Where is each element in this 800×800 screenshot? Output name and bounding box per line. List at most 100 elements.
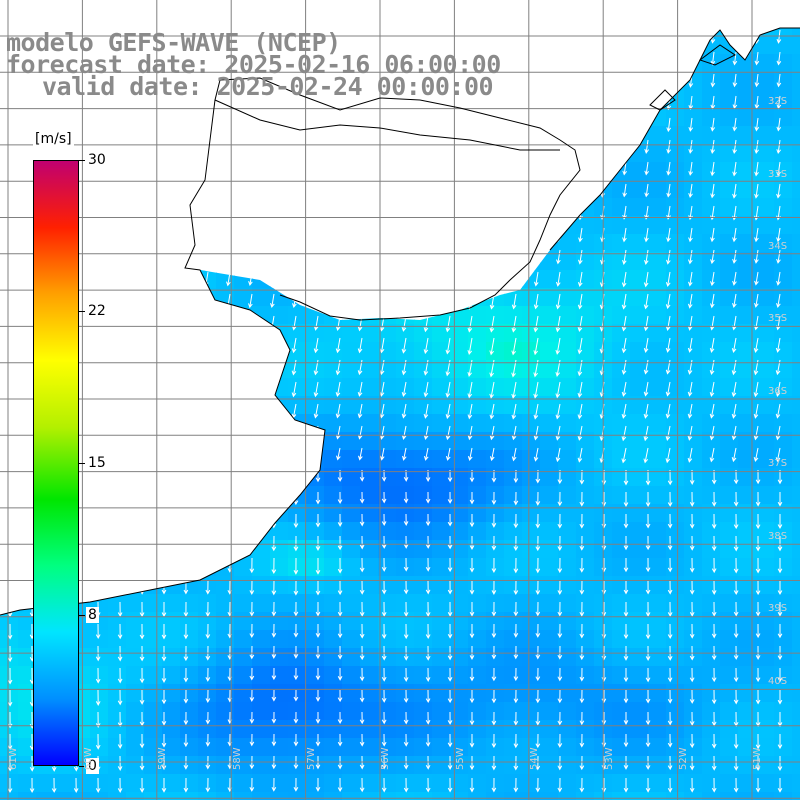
wind-arrow <box>357 337 363 354</box>
wind-arrow <box>183 623 189 640</box>
speed-cell <box>360 792 379 800</box>
speed-cell <box>306 684 325 703</box>
speed-cell <box>540 324 559 343</box>
speed-cell <box>720 306 739 325</box>
speed-cell <box>414 342 433 361</box>
speed-cell <box>702 198 721 217</box>
wind-arrow <box>491 557 497 574</box>
wind-arrow <box>511 403 517 420</box>
speed-cell <box>162 720 181 739</box>
wind-arrow <box>491 579 497 595</box>
wind-arrow <box>665 403 671 419</box>
speed-cell <box>774 72 793 91</box>
speed-cell <box>342 756 361 775</box>
speed-cell <box>666 684 685 703</box>
speed-cell <box>612 288 631 307</box>
speed-cell <box>792 576 800 595</box>
wind-arrow <box>315 734 321 747</box>
speed-cell <box>522 504 541 523</box>
speed-cell <box>468 342 487 361</box>
wind-arrow <box>511 447 517 462</box>
speed-cell <box>324 702 343 721</box>
speed-cell <box>36 774 55 793</box>
speed-cell <box>792 468 800 487</box>
wind-arrow <box>623 470 629 486</box>
speed-cell <box>216 792 235 800</box>
speed-cell <box>0 648 19 667</box>
wind-arrow <box>623 778 629 793</box>
speed-cell <box>774 252 793 271</box>
speed-cell <box>504 684 523 703</box>
speed-cell <box>360 450 379 469</box>
speed-cell <box>414 504 433 523</box>
wind-arrow <box>775 337 781 353</box>
speed-cell <box>324 450 343 469</box>
speed-cell <box>18 774 37 793</box>
wind-arrow <box>711 601 717 617</box>
speed-cell <box>666 432 685 451</box>
speed-cell <box>684 558 703 577</box>
speed-cell <box>360 720 379 739</box>
wind-arrow <box>688 249 693 265</box>
speed-cell <box>432 450 451 469</box>
wind-arrow <box>359 535 365 550</box>
wind-arrow <box>293 623 299 638</box>
speed-cell <box>306 324 325 343</box>
speed-cell <box>486 450 505 469</box>
speed-cell <box>702 72 721 91</box>
speed-cell <box>108 738 127 757</box>
wind-arrow <box>337 667 343 681</box>
speed-cell <box>702 540 721 559</box>
speed-cell <box>702 288 721 307</box>
wind-arrow <box>667 601 673 617</box>
wind-arrow <box>643 293 649 310</box>
speed-cell <box>630 414 649 433</box>
wind-arrow <box>755 513 761 530</box>
speed-cell <box>702 432 721 451</box>
wind-arrow <box>337 711 343 725</box>
wind-arrow <box>359 579 365 595</box>
speed-cell <box>468 450 487 469</box>
colorbar-tick-label: 15 <box>86 455 108 471</box>
speed-cell <box>702 648 721 667</box>
speed-cell <box>702 612 721 631</box>
speed-cell <box>162 702 181 721</box>
speed-cell <box>792 522 800 541</box>
speed-cell <box>504 306 523 325</box>
wind-arrow <box>601 733 607 748</box>
wind-arrow <box>381 491 387 504</box>
speed-cell <box>612 792 631 800</box>
speed-cell <box>90 684 109 703</box>
speed-cell <box>648 522 667 541</box>
speed-cell <box>234 774 253 793</box>
wind-arrow <box>709 315 715 331</box>
speed-cell <box>774 558 793 577</box>
speed-cell <box>648 396 667 415</box>
speed-cell <box>648 684 667 703</box>
speed-cell <box>720 684 739 703</box>
speed-cell <box>378 414 397 433</box>
speed-cell <box>306 756 325 775</box>
wind-arrow <box>645 667 651 683</box>
wind-arrow <box>469 778 475 793</box>
speed-cell <box>378 522 397 541</box>
speed-cell <box>522 306 541 325</box>
wind-arrow <box>249 733 255 747</box>
speed-cell <box>576 540 595 559</box>
wind-arrow <box>467 381 473 399</box>
wind-arrow <box>358 447 363 461</box>
speed-cell <box>180 594 199 613</box>
wind-arrow <box>775 403 781 419</box>
wind-arrow <box>557 623 563 639</box>
speed-cell <box>450 648 469 667</box>
speed-cell <box>738 414 757 433</box>
wind-arrow <box>425 689 431 704</box>
wind-arrow <box>447 535 453 550</box>
speed-cell <box>288 702 307 721</box>
speed-cell <box>774 630 793 649</box>
speed-cell <box>342 594 361 613</box>
wind-arrow <box>733 491 739 507</box>
speed-cell <box>486 396 505 415</box>
speed-cell <box>378 450 397 469</box>
speed-cell <box>342 360 361 379</box>
